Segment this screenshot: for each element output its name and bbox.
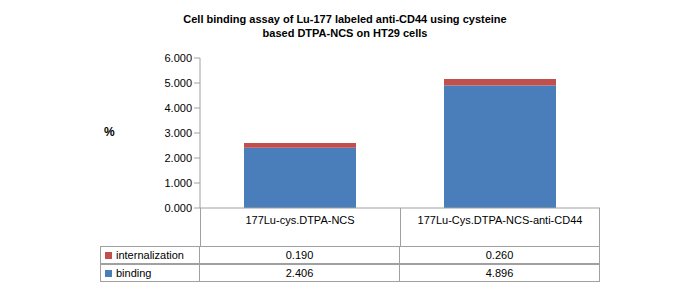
html-text:0.190: 0.190 bbox=[285, 249, 314, 261]
svg-text:177Lu-Cys.DTPA-NCS-anti-CD44: 177Lu-Cys.DTPA-NCS-anti-CD44 bbox=[418, 214, 583, 226]
svg-text:1.000: 1.000 bbox=[164, 177, 192, 189]
svg-text:4.000: 4.000 bbox=[164, 102, 192, 114]
svg-text:2.000: 2.000 bbox=[164, 152, 192, 164]
html-text:0.260: 0.260 bbox=[485, 249, 514, 261]
svg-text:5.000: 5.000 bbox=[164, 77, 192, 89]
svg-text:0.000: 0.000 bbox=[164, 202, 192, 214]
svg-text:177Lu-cys.DTPA-NCS: 177Lu-cys.DTPA-NCS bbox=[245, 214, 354, 226]
html-text:Cell binding assay of Lu-177 l: Cell binding assay of Lu-177 labeled ant… bbox=[183, 13, 507, 39]
html-text:internalization: internalization bbox=[116, 249, 184, 261]
html-text:2.406: 2.406 bbox=[285, 267, 314, 279]
html-text:binding: binding bbox=[116, 267, 152, 279]
svg-text:3.000: 3.000 bbox=[164, 127, 192, 139]
svg-text:6.000: 6.000 bbox=[164, 52, 192, 64]
html-text:4.896: 4.896 bbox=[485, 267, 514, 279]
